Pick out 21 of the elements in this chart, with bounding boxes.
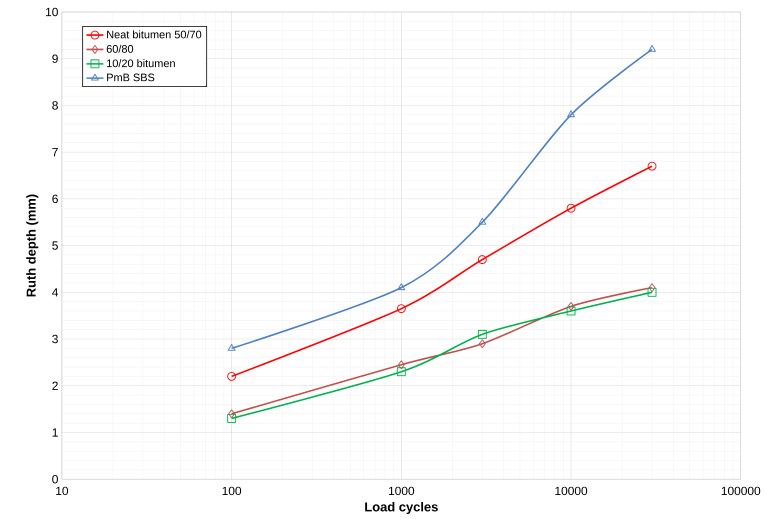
legend-label: PmB SBS (107, 73, 154, 82)
x-tick-label: 100000 (722, 486, 760, 496)
y-tick-label: 8 (52, 101, 58, 110)
y-tick-label: 0 (52, 474, 58, 484)
legend-label: 60/80 (106, 44, 134, 53)
y-tick-label: 4 (52, 288, 58, 296)
y-axis-title: Ruth depth (mm) (26, 194, 38, 296)
y-tick-label: 6 (52, 194, 58, 204)
x-tick-label: 100 (222, 486, 242, 496)
y-tick-label: 7 (52, 148, 58, 156)
legend-label: Neat bitumen 50/70 (107, 30, 202, 38)
legend-label: 10/20 bitumen (107, 59, 175, 68)
x-tick-label: 10000 (555, 486, 588, 496)
y-tick-label: 9 (52, 54, 58, 63)
y-tick-label: 10 (46, 8, 58, 16)
y-tick-label: 5 (52, 241, 58, 250)
x-tick-label: 1000 (388, 486, 414, 496)
y-tick-label: 1 (52, 428, 58, 437)
x-axis-title: Load cycles (365, 502, 438, 514)
y-tick-label: 3 (52, 334, 58, 344)
y-tick-label: 2 (52, 382, 58, 390)
